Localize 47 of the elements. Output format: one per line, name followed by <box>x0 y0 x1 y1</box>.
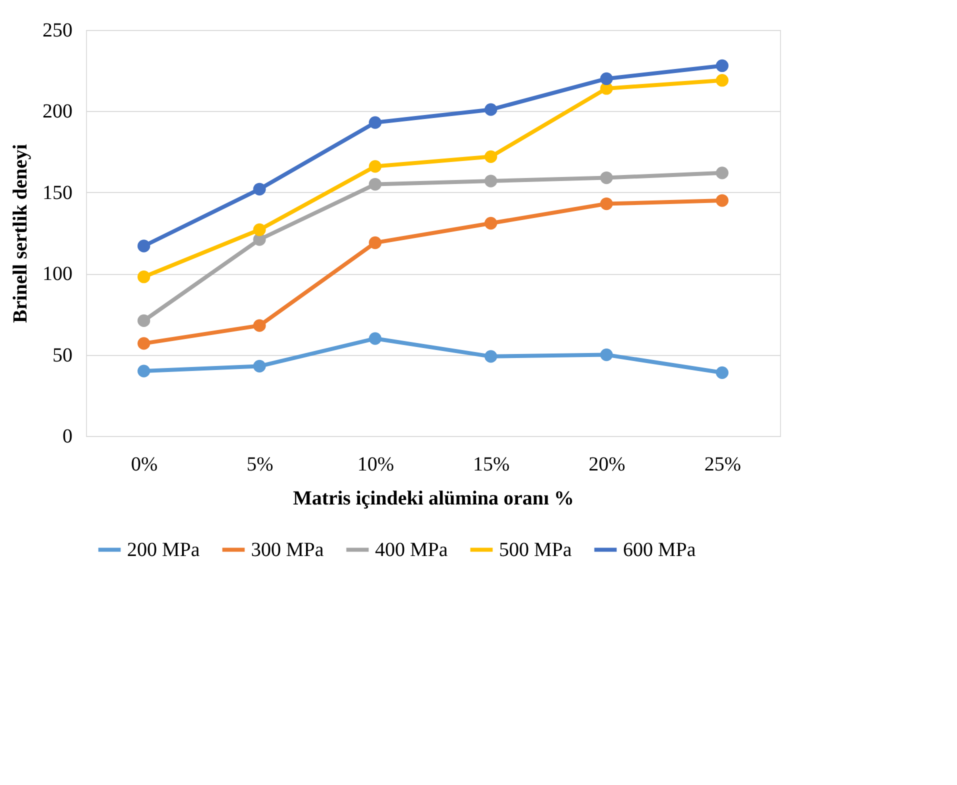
x-tick-label: 20% <box>588 454 626 476</box>
y-tick-label: 250 <box>42 20 72 42</box>
x-tick-label: 0% <box>130 454 158 476</box>
point <box>138 314 150 328</box>
point <box>716 166 728 180</box>
legend-label: 400 MPa <box>375 538 448 561</box>
point <box>600 197 613 210</box>
point <box>138 270 150 284</box>
legend-label: 300 MPa <box>251 538 324 561</box>
point <box>716 59 728 72</box>
point <box>484 150 498 163</box>
y-axis-title: Brinell sertlik deneyi <box>10 144 32 323</box>
x-tick-label: 25% <box>704 454 742 476</box>
point <box>368 178 382 191</box>
point <box>600 171 613 184</box>
x-tick-label: 5% <box>246 454 274 476</box>
point <box>368 236 382 250</box>
point <box>484 103 498 116</box>
legend-label: 200 MPa <box>127 538 200 561</box>
point <box>253 319 266 332</box>
point <box>600 348 613 362</box>
y-tick-label: 200 <box>42 100 72 123</box>
point <box>600 72 613 86</box>
point <box>484 174 498 188</box>
y-tick-label: 0 <box>62 426 72 448</box>
point <box>253 360 266 372</box>
point <box>716 194 728 207</box>
x-tick-label: 10% <box>357 454 394 476</box>
point <box>138 364 150 378</box>
point <box>138 240 150 252</box>
point <box>138 337 150 350</box>
y-tick-label: 100 <box>42 263 72 286</box>
legend-label: 500 MPa <box>499 538 572 561</box>
y-tick-label: 50 <box>52 344 72 366</box>
point <box>716 366 728 379</box>
x-axis-title: Matris içindeki alümina oranı % <box>292 488 574 510</box>
y-tick-label: 150 <box>42 182 72 204</box>
point <box>253 182 266 196</box>
point <box>368 116 382 129</box>
point <box>484 350 498 363</box>
point <box>716 74 728 87</box>
x-tick-label: 15% <box>472 454 510 476</box>
point <box>368 160 382 173</box>
legend-label: 600 MPa <box>623 538 696 561</box>
point <box>253 223 266 236</box>
point <box>368 332 382 345</box>
point <box>484 216 498 230</box>
